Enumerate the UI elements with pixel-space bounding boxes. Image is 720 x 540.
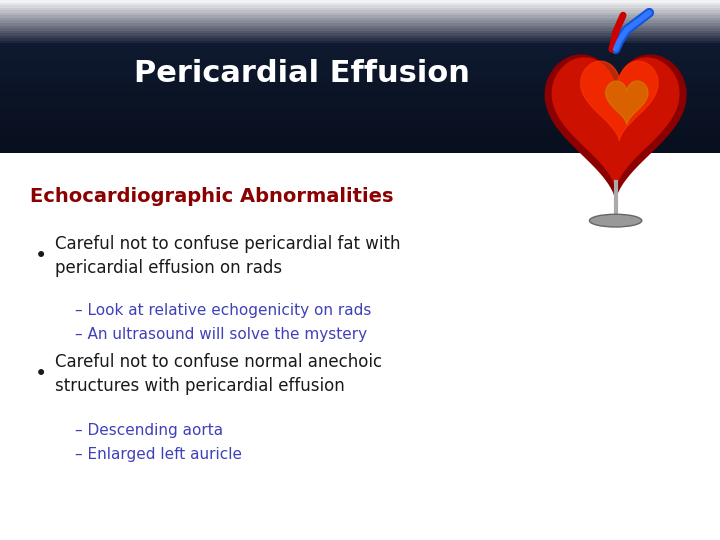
Bar xyxy=(0,87,720,89)
Bar xyxy=(0,10,720,13)
Bar xyxy=(0,71,720,74)
Text: – Enlarged left auricle: – Enlarged left auricle xyxy=(75,447,242,462)
Bar xyxy=(0,105,720,107)
Bar xyxy=(0,64,720,66)
Bar xyxy=(0,120,720,123)
Bar xyxy=(0,18,720,21)
Bar xyxy=(0,61,720,64)
Bar xyxy=(0,125,720,127)
Bar xyxy=(0,8,720,10)
Bar xyxy=(0,74,720,77)
Bar xyxy=(0,127,720,130)
Bar xyxy=(0,5,720,8)
Bar xyxy=(0,110,720,112)
Bar xyxy=(0,97,720,99)
Bar xyxy=(0,135,720,138)
Bar xyxy=(0,3,720,5)
Text: – Look at relative echogenicity on rads: – Look at relative echogenicity on rads xyxy=(75,303,372,319)
Bar xyxy=(0,69,720,71)
Text: Careful not to confuse pericardial fat with
pericardial effusion on rads: Careful not to confuse pericardial fat w… xyxy=(55,235,400,277)
Bar xyxy=(0,56,720,59)
Bar xyxy=(0,143,720,145)
Text: •: • xyxy=(35,246,48,266)
Text: – Descending aorta: – Descending aorta xyxy=(75,423,223,438)
Bar xyxy=(0,115,720,117)
Bar xyxy=(0,77,720,79)
Bar xyxy=(0,123,720,125)
Bar xyxy=(0,102,720,105)
Bar xyxy=(0,31,720,33)
Bar xyxy=(0,51,720,53)
Bar xyxy=(0,145,720,148)
Bar xyxy=(0,138,720,140)
Bar xyxy=(0,151,720,153)
Bar xyxy=(0,33,720,36)
Polygon shape xyxy=(545,55,686,199)
Bar xyxy=(0,36,720,38)
Bar xyxy=(0,13,720,15)
Bar xyxy=(0,79,720,82)
Ellipse shape xyxy=(590,214,642,227)
Bar xyxy=(0,130,720,133)
Polygon shape xyxy=(552,58,679,188)
Text: – An ultrasound will solve the mystery: – An ultrasound will solve the mystery xyxy=(75,327,367,341)
Bar xyxy=(0,46,720,49)
Bar xyxy=(0,23,720,25)
Bar xyxy=(0,0,720,3)
Bar xyxy=(0,84,720,87)
Bar xyxy=(0,66,720,69)
Text: Careful not to confuse normal anechoic
structures with pericardial effusion: Careful not to confuse normal anechoic s… xyxy=(55,353,382,395)
Bar xyxy=(0,107,720,110)
Text: •: • xyxy=(35,364,48,384)
Bar xyxy=(0,140,720,143)
Bar xyxy=(0,25,720,28)
Bar xyxy=(0,82,720,84)
Bar xyxy=(0,59,720,61)
Polygon shape xyxy=(606,81,648,124)
Text: Echocardiographic Abnormalities: Echocardiographic Abnormalities xyxy=(30,186,394,206)
Bar xyxy=(0,53,720,56)
Bar xyxy=(0,89,720,92)
Polygon shape xyxy=(580,61,658,140)
Bar xyxy=(0,41,720,43)
Bar xyxy=(0,112,720,115)
Bar xyxy=(0,15,720,18)
Bar xyxy=(0,148,720,151)
Bar xyxy=(0,43,720,46)
Bar xyxy=(0,38,720,41)
Bar xyxy=(0,49,720,51)
Bar xyxy=(0,133,720,135)
Bar xyxy=(0,21,720,23)
Bar xyxy=(0,92,720,94)
Bar xyxy=(0,94,720,97)
Bar xyxy=(0,99,720,102)
Text: Pericardial Effusion: Pericardial Effusion xyxy=(135,59,470,88)
Bar xyxy=(0,28,720,31)
Bar xyxy=(0,117,720,120)
